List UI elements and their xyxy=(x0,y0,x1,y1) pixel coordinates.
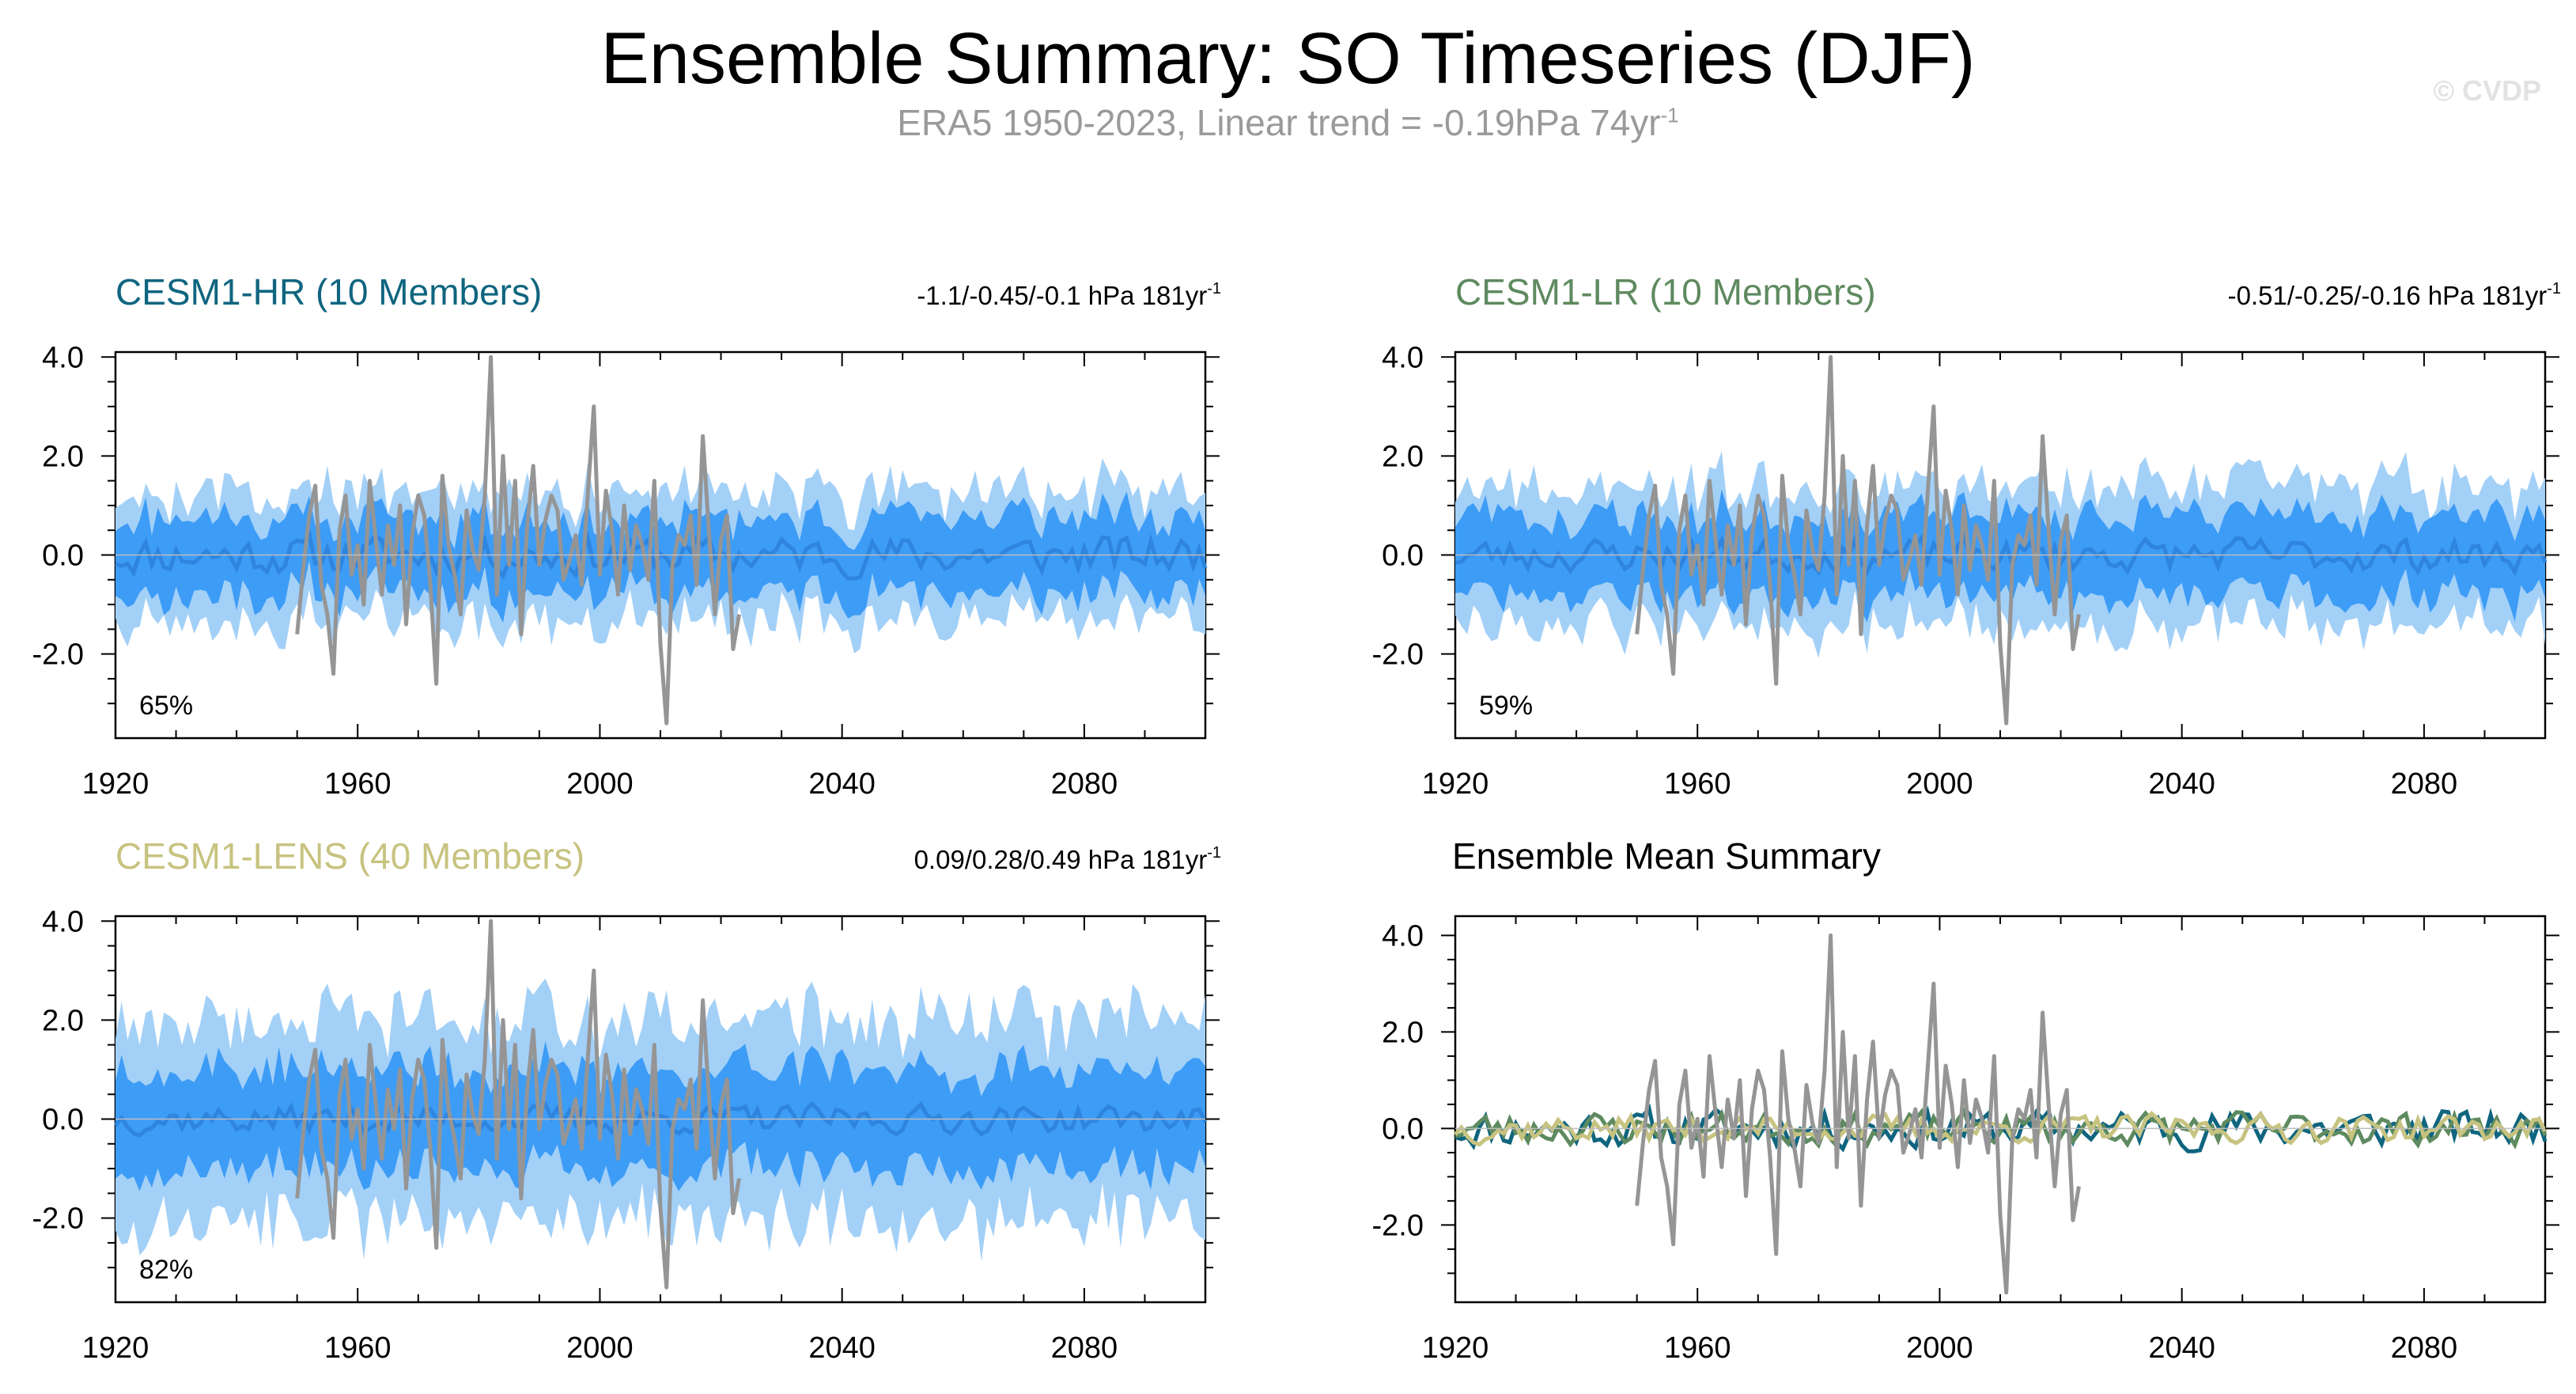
ensemble-mean-line xyxy=(115,529,1208,581)
x-tick-label: 1960 xyxy=(324,1331,392,1365)
x-tick-label: 2000 xyxy=(566,767,634,801)
y-tick-label: -2.0 xyxy=(1372,638,1424,672)
x-tick-label: 2080 xyxy=(2391,767,2458,801)
percent-label: 59% xyxy=(1479,691,1533,721)
panel-title: CESM1-LR (10 Members) xyxy=(1455,271,1876,313)
y-tick-label: 0.0 xyxy=(1382,540,1424,573)
y-tick-label: 2.0 xyxy=(42,440,84,473)
y-tick-label: 4.0 xyxy=(1382,341,1424,374)
x-tick-label: 2080 xyxy=(1051,767,1118,801)
chart-lr: 1920 1960 2000 2040 2080 4.0 2.0 0.0 -2.0 CESM1-L… xyxy=(1372,271,2561,801)
x-tick-label: 2040 xyxy=(2148,1331,2215,1365)
ensemble-mean-line xyxy=(114,1100,1208,1138)
series-cesm1-lens xyxy=(1454,1111,2548,1147)
trend-superscript: -1 xyxy=(2547,280,2561,297)
subtitle-superscript: -1 xyxy=(1660,103,1679,127)
panel-title: Ensemble Mean Summary xyxy=(1452,835,1881,877)
percent-label: 65% xyxy=(139,691,193,721)
trend-text: -0.51/-0.25/-0.16 hPa 181yr xyxy=(2228,281,2548,310)
series-cesm1-lr xyxy=(1454,1106,2548,1150)
x-tick-label: 2080 xyxy=(1051,1331,1118,1365)
y-tick-label: 4.0 xyxy=(42,905,84,938)
observations-line xyxy=(295,354,741,725)
y-tick-label: 0.0 xyxy=(42,540,84,573)
trend-superscript: -1 xyxy=(1207,844,1221,862)
trend-label: -0.51/-0.25/-0.16 hPa 181yr-1 xyxy=(2228,280,2561,310)
cvdp-credit: © CVDP xyxy=(2433,74,2541,107)
chart-lens: 1920 1960 2000 2040 2080 4.0 2.0 0.0 -2.0 CESM1-L… xyxy=(32,835,1221,1365)
y-tick-label: 0.0 xyxy=(1382,1112,1424,1146)
percent-label: 82% xyxy=(139,1255,193,1285)
x-tick-label: 2040 xyxy=(808,1331,876,1365)
subtitle-text: ERA5 1950-2023, Linear trend = -0.19hPa … xyxy=(897,102,1661,143)
x-tick-label: 2080 xyxy=(2391,1331,2458,1365)
observations-line xyxy=(1635,933,2081,1295)
y-tick-label: 4.0 xyxy=(42,341,84,374)
panel-title: CESM1-LENS (40 Members) xyxy=(115,835,584,877)
y-tick-label: 0.0 xyxy=(42,1104,84,1137)
figure-title: Ensemble Summary: SO Timeseries (DJF) xyxy=(600,18,1976,99)
x-tick-label: 2000 xyxy=(1906,1331,1973,1365)
y-tick-label: 2.0 xyxy=(1382,440,1424,473)
x-tick-label: 2000 xyxy=(566,1331,634,1365)
x-tick-label: 1920 xyxy=(1422,1331,1489,1365)
panel-title: CESM1-HR (10 Members) xyxy=(115,271,542,313)
chart-summary: 1920 1960 2000 2040 2080 4.0 2.0 0.0 -2.0 Ensembl… xyxy=(1372,835,2559,1365)
figure-subtitle: ERA5 1950-2023, Linear trend = -0.19hPa … xyxy=(0,101,2576,144)
x-tick-label: 2040 xyxy=(808,767,876,801)
trend-label: -1.1/-0.45/-0.1 hPa 181yr-1 xyxy=(917,280,1221,310)
x-tick-label: 1960 xyxy=(324,767,392,801)
y-tick-label: 2.0 xyxy=(42,1004,84,1037)
ensemble-mean-line xyxy=(1454,532,2548,578)
x-tick-label: 1960 xyxy=(1664,767,1731,801)
y-tick-label: -2.0 xyxy=(1372,1209,1424,1242)
y-tick-label: 2.0 xyxy=(1382,1016,1424,1049)
observations-line xyxy=(1635,354,2081,725)
y-tick-label: -2.0 xyxy=(32,1203,84,1236)
x-tick-label: 1920 xyxy=(82,1331,149,1365)
trend-text: 0.09/0.28/0.49 hPa 181yr xyxy=(914,845,1208,874)
x-tick-label: 2040 xyxy=(2148,767,2215,801)
x-tick-label: 2000 xyxy=(1906,767,1973,801)
x-tick-label: 1920 xyxy=(82,767,149,801)
y-tick-label: -2.0 xyxy=(32,638,84,672)
plot-frame xyxy=(1454,915,2547,1304)
chart-hr: 1920 1960 2000 2040 2080 4.0 2.0 0.0 -2.0 CESM1-H… xyxy=(32,271,1221,801)
observations-line xyxy=(295,919,741,1290)
trend-text: -1.1/-0.45/-0.1 hPa 181yr xyxy=(917,281,1207,310)
x-tick-label: 1960 xyxy=(1664,1331,1731,1365)
trend-label: 0.09/0.28/0.49 hPa 181yr-1 xyxy=(914,844,1221,874)
x-tick-label: 1920 xyxy=(1422,767,1489,801)
trend-superscript: -1 xyxy=(1207,280,1221,297)
y-tick-label: 4.0 xyxy=(1382,919,1424,953)
